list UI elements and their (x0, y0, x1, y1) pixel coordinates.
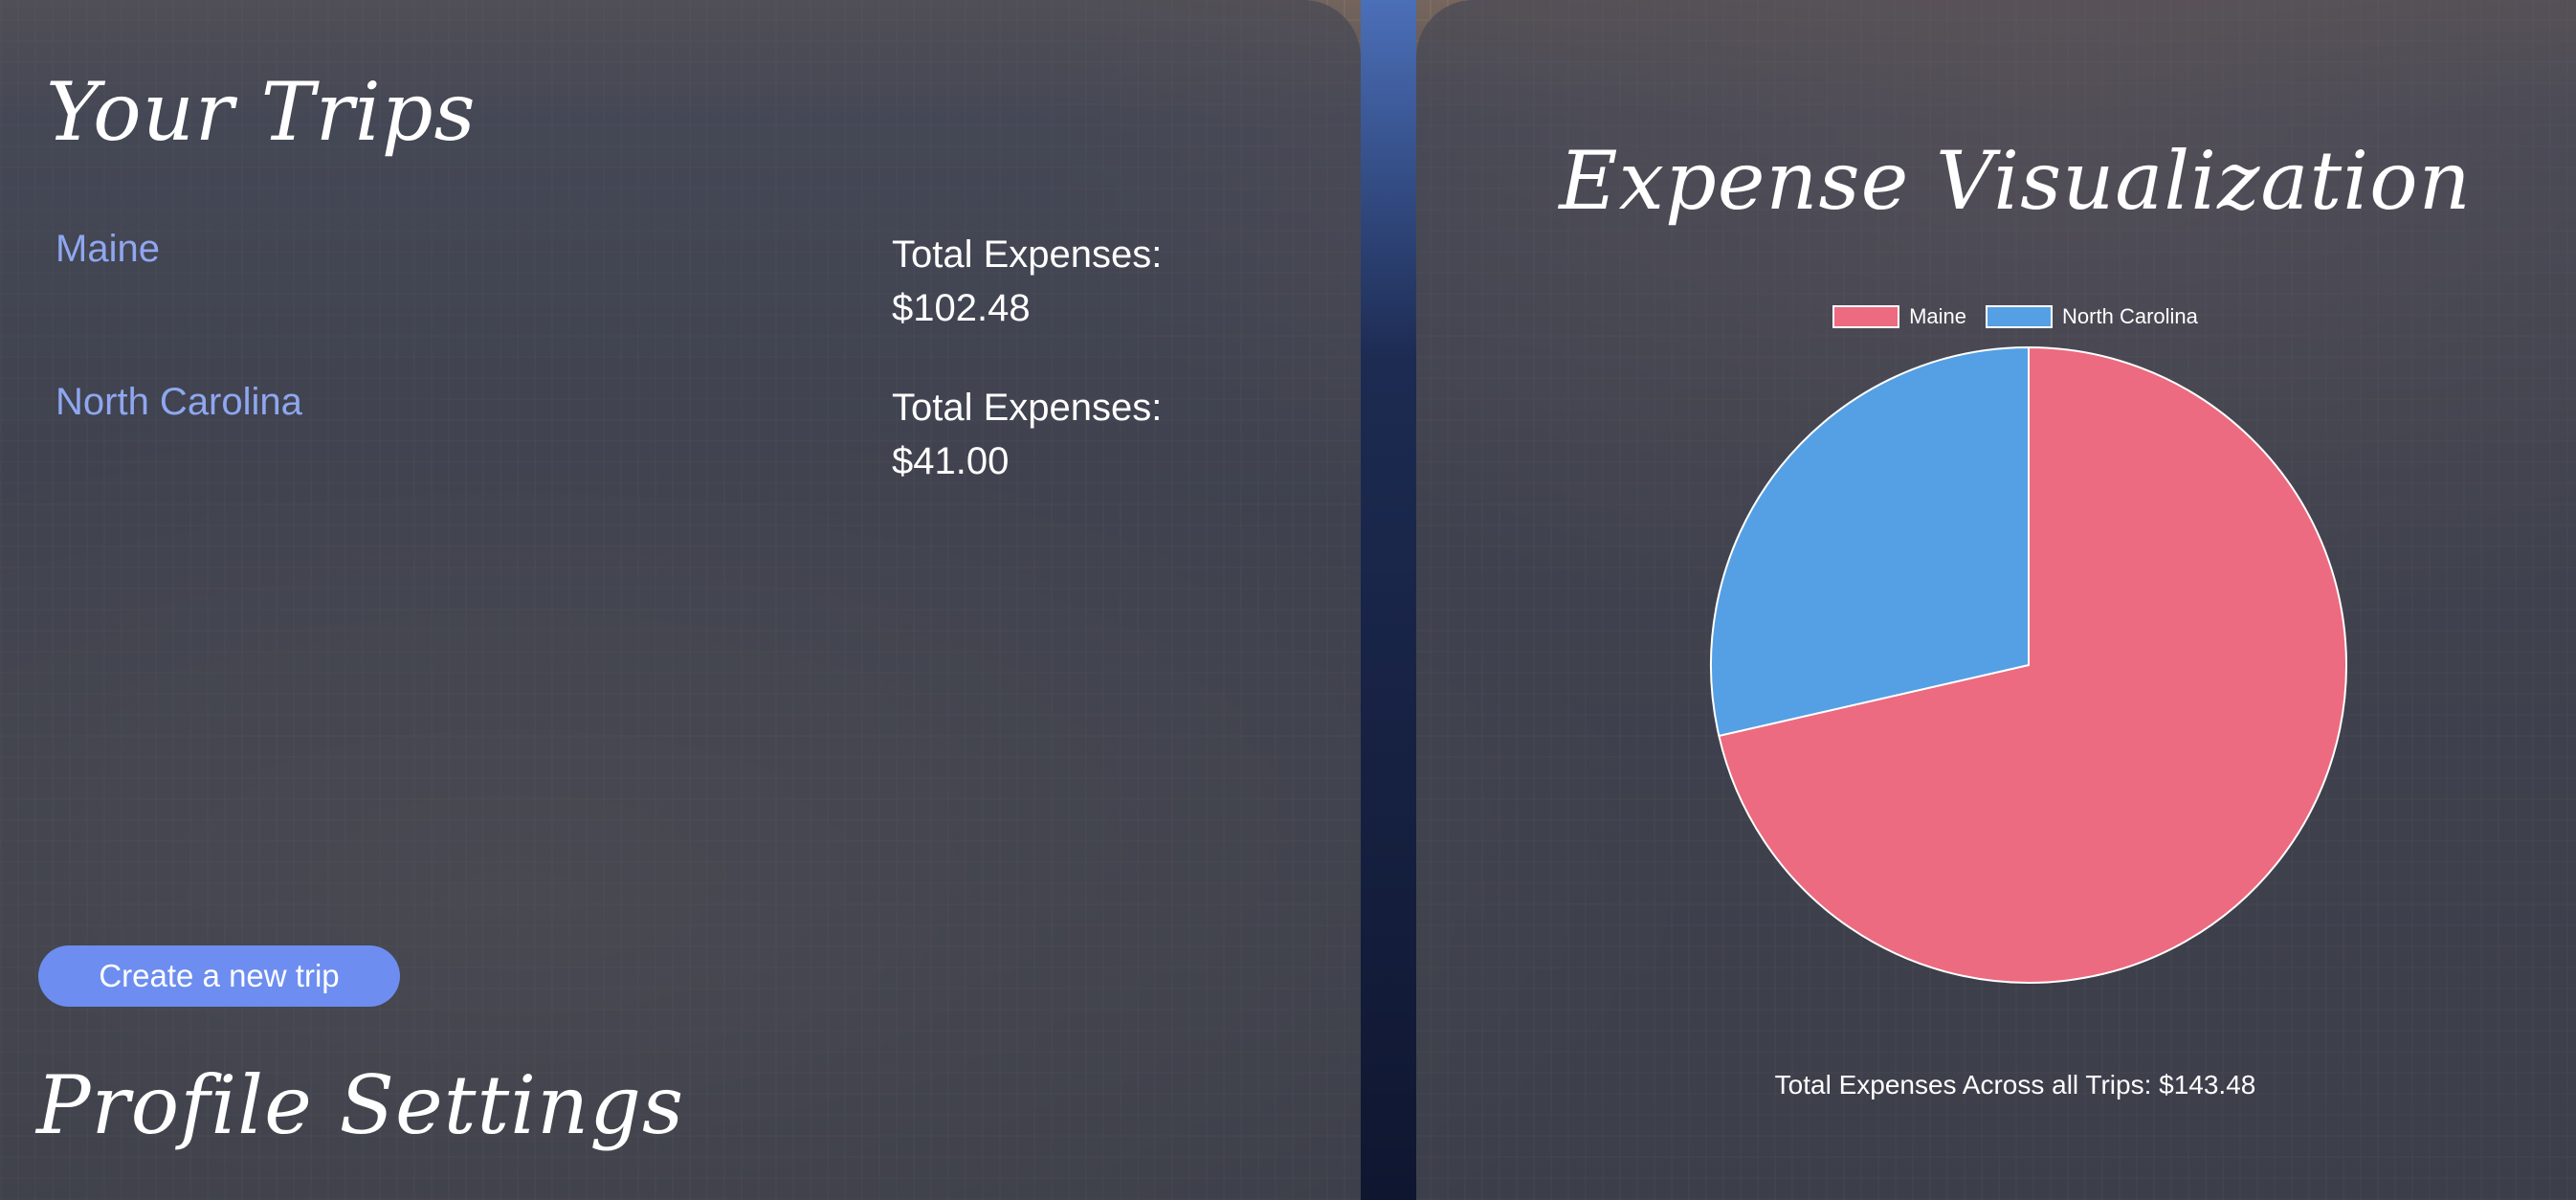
trips-panel: Your Trips Maine Total Expenses: $102.48… (0, 0, 1361, 1200)
legend-item-north-carolina[interactable]: North Carolina (1986, 304, 2198, 329)
legend-swatch-maine (1832, 305, 1900, 328)
total-expenses-all-trips: Total Expenses Across all Trips: $143.48 (1774, 1070, 2256, 1100)
trip-link-north-carolina[interactable]: North Carolina (56, 381, 302, 423)
chart-legend: Maine North Carolina (1416, 304, 2576, 329)
trip-link-maine[interactable]: Maine (56, 228, 160, 270)
create-trip-button[interactable]: Create a new trip (38, 945, 400, 1007)
pie-slice-maine[interactable] (1718, 345, 2347, 984)
trip-expense-label: Total Expenses: (892, 233, 1163, 276)
pie-slice-north-carolina[interactable] (1710, 345, 2030, 738)
visualization-title: Expense Visualization (1559, 134, 2472, 228)
profile-settings-title[interactable]: Profile Settings (36, 1058, 685, 1152)
background-gap (1361, 0, 1416, 1200)
trip-expense-label: Total Expenses: (892, 387, 1163, 429)
trips-title: Your Trips (46, 65, 477, 159)
legend-label-north-carolina: North Carolina (2062, 304, 2198, 328)
legend-label-maine: Maine (1909, 304, 1967, 328)
trip-expense-value: $41.00 (892, 440, 1010, 482)
expense-pie-chart (1710, 345, 2347, 984)
trip-expense-value: $102.48 (892, 287, 1031, 329)
visualization-panel: Expense Visualization Maine North Caroli… (1416, 0, 2576, 1200)
legend-item-maine[interactable]: Maine (1832, 304, 1966, 329)
trip-expense-north-carolina: Total Expenses: $41.00 (892, 381, 1162, 488)
trip-expense-maine: Total Expenses: $102.48 (892, 228, 1162, 335)
legend-swatch-north-carolina (1986, 305, 2054, 328)
